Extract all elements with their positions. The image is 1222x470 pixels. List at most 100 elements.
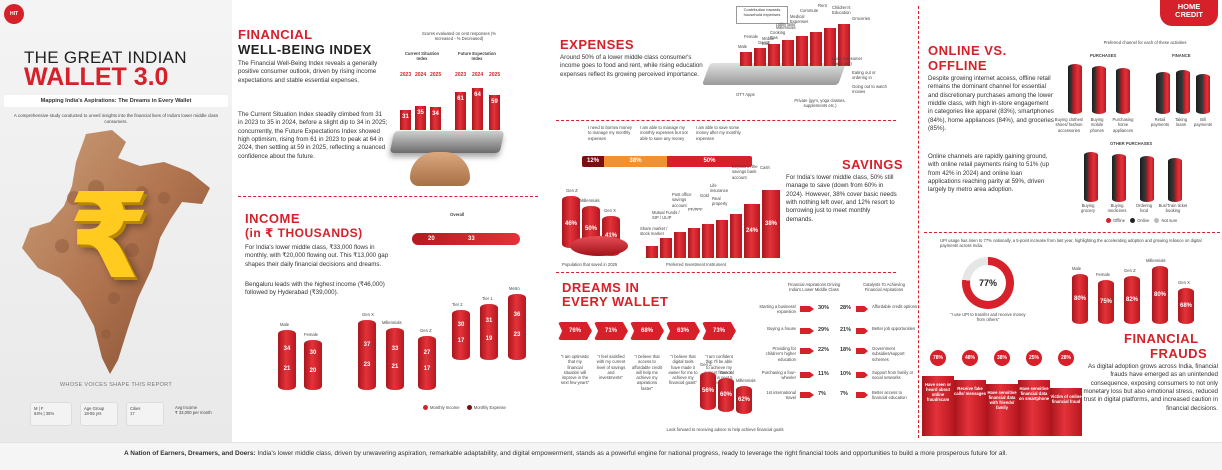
savings-gen-label-genx: Gen X [604, 208, 616, 213]
fwi-future-2024: 64 [472, 88, 483, 130]
fwi-year-2024-a: 2024 [415, 72, 427, 78]
income-cyl-millennials: 33 21 [386, 328, 404, 390]
savings-cyl-genz: 46% [562, 196, 580, 248]
fwi-current-2025: 34 [430, 107, 441, 130]
expense-label-private: Private (gym, yoga classes, supplements … [794, 98, 846, 109]
savings-pop-label: Population that saved in 2025 [562, 262, 618, 267]
dreams-gen-label-genz: Gen Z [700, 362, 712, 367]
fwi-future-2025: 59 [489, 95, 500, 130]
aspiration-right-val-2: 21% [840, 327, 852, 333]
aspirations-list: Starting a business/ expansion Buying a … [756, 300, 924, 420]
online-para1: Despite growing internet access, offline… [928, 75, 1054, 133]
dreams-gen-label-genx: Gen X [720, 370, 732, 375]
expense-label-utility: Utility Bills [776, 22, 796, 27]
income-para1: For India's lower middle class, ₹33,000 … [245, 244, 389, 268]
instrument-post: Post office savings account [672, 192, 692, 208]
savings-instrument-stairs: 24% 38% [646, 176, 782, 260]
fraud-block-5: Victim of online financial fraud [1050, 388, 1082, 436]
ability-borrow: 12% [582, 156, 605, 167]
aspirations-right-title: Catalysts To Achieving Financial Aspirat… [863, 282, 905, 293]
voice-income: Avg Income ₹ 33,000 per month [175, 405, 212, 416]
legend-income-label: Monthly Income [430, 405, 460, 410]
income-cyl-female: 30 20 [304, 340, 322, 390]
fraud-block-2: Receive fake calls/ messages [954, 380, 986, 436]
savings-title: SAVINGS [842, 157, 904, 172]
income-label-tier2: Tier 2 [452, 302, 463, 307]
income-label-genz: Gen Z [420, 328, 432, 333]
income-cylinders: Male Female Gen X Millennials Gen Z Tier… [270, 280, 540, 400]
online-title-line2: OFFLINE [928, 58, 988, 73]
voice-gender: M | F 64% | 35% [30, 402, 72, 426]
ability-bar: 12% 38% 50% [582, 156, 752, 167]
instrument-share: Share market / stock market [640, 226, 668, 237]
expense-label-female: Female [744, 34, 758, 39]
expense-label-medical: Medical Expenses [790, 14, 809, 25]
dreams-footer: Look forward to receiving advice to help… [666, 427, 784, 432]
upi-label-female: Female [1096, 272, 1110, 277]
aspiration-left-val-4: 11% [818, 371, 829, 377]
expense-label-cooking: Cooking Gas [770, 30, 786, 41]
fwi-future-label: Future Expectation Index [458, 51, 496, 62]
savings-para: For India's lower middle class, 50% stil… [786, 174, 897, 223]
upi-cyl-female: 75% [1098, 280, 1114, 324]
upi-cyl-millennials: 80% [1152, 266, 1168, 324]
instrument-life: Life insurance [710, 183, 729, 194]
aspiration-right-4: Support from family or social networks [872, 370, 914, 381]
subtitle-banner: Mapping India's Aspirations: The Dreams … [4, 95, 228, 107]
income-overall-label: Overall [450, 212, 465, 217]
expenses-contribution-box: Contribution towards household expenses [736, 6, 788, 24]
aspiration-left-4: Purchasing a four-wheeler [761, 370, 796, 381]
upi-donut: 77% [962, 257, 1014, 309]
dream-pct-4: 63% [666, 322, 700, 340]
online-chart-title: Preferred channel for each of these acti… [1103, 40, 1187, 45]
upi-label-male: Male [1072, 266, 1082, 271]
fwi-future-2023: 61 [455, 92, 466, 130]
income-overall-bar: 20 33 [412, 233, 520, 245]
dream-quote-1: "I am optimistic that my financial situa… [560, 354, 590, 386]
left-badge: HIT [4, 4, 24, 24]
fwi-para1: The Financial Well-Being Index reveals a… [238, 60, 378, 84]
dream-pct-2: 71% [594, 322, 628, 340]
savings-instruments-label: Preferred Investment Instrument [666, 262, 727, 267]
online-purchases-label: PURCHASES [1090, 53, 1117, 58]
dreams-title-line2: EVERY WALLET [562, 294, 669, 309]
upi-cylinders: Male Female Gen Z Millennials Gen X 80% … [1068, 258, 1198, 324]
online-para2: Online channels are rapidly gaining grou… [928, 153, 1050, 194]
aspiration-right-5: Better access to financial education [872, 390, 907, 401]
aspiration-right-val-3: 18% [840, 347, 852, 353]
income-legend: Monthly Income Monthly Expense [423, 405, 506, 411]
income-cyl-genz: 27 17 [418, 336, 436, 390]
online-item-appliances: Purchasing home appliances [1112, 117, 1134, 133]
expense-label-ott: OTT Apps [736, 92, 755, 97]
fraud-block-4: Have sensitive financial data on smartph… [1018, 380, 1050, 436]
instrument-cash: Cash [760, 165, 770, 170]
expense-label-loan: Loan (consumer / personal) [832, 56, 863, 67]
upi-cyl-genx: 68% [1178, 288, 1194, 324]
expense-label-education: Children's Education [832, 5, 851, 16]
income-label-millennials: Millennials [382, 320, 402, 325]
income-cyl-tier1: 31 19 [480, 304, 498, 360]
dreams-cyl-millennials: 62% [736, 386, 752, 414]
voices-row: M | F 64% | 35% Age Group 18-55 yrs Citi… [30, 402, 220, 428]
divider-savings [556, 272, 896, 273]
frauds-title-line1: FINANCIAL [1124, 331, 1199, 346]
piggy-bank [570, 236, 628, 256]
online-finance-label: FINANCE [1172, 53, 1191, 58]
fwi-title-line2: WELL-BEING INDEX [238, 42, 372, 57]
online-item-grocery: Buying grocery [1081, 203, 1095, 214]
expense-label-commute: Commute [800, 8, 819, 13]
expense-label-male: Male [738, 44, 748, 49]
fwi-year-2023-b: 2023 [455, 72, 467, 78]
aspiration-left-val-3: 22% [818, 347, 830, 353]
divider-vertical [918, 6, 919, 438]
online-item-clothes: Buying clothes/ shoes/ fashion accessori… [1054, 117, 1084, 133]
fwi-para2: The Current Situation Index steadily cli… [238, 111, 388, 160]
expense-label-mobile: Mobile Bills [762, 36, 775, 47]
income-label-genx: Gen X [362, 312, 374, 317]
income-overall-income: 33 [468, 236, 475, 242]
hero-description: A comprehensive study conducted to unvei… [13, 113, 219, 124]
aspiration-left-2: Buying a house [767, 326, 796, 331]
voice-cities: Cities 17 [126, 402, 164, 426]
income-cyl-male: 34 21 [278, 330, 296, 390]
aspiration-left-1: Starting a business/ expansion [759, 304, 796, 315]
